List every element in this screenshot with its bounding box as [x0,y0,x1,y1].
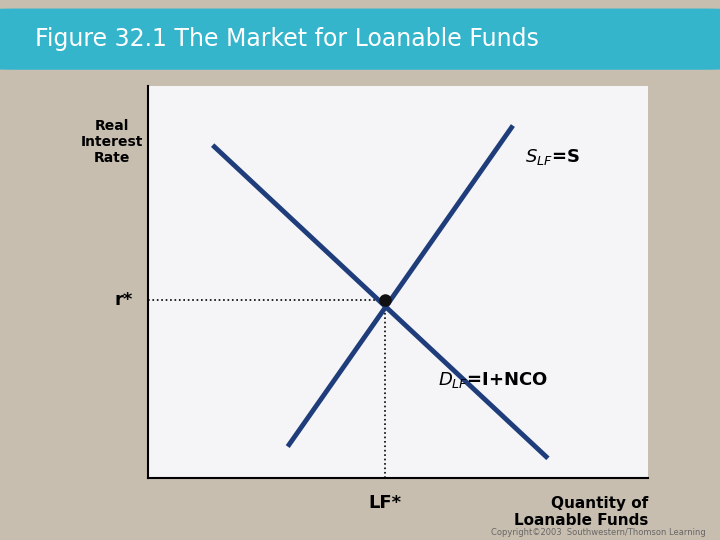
Text: Figure 32.1 The Market for Loanable Funds: Figure 32.1 The Market for Loanable Fund… [35,27,539,51]
Text: Quantity of
Loanable Funds: Quantity of Loanable Funds [513,496,648,528]
Text: Copyright©2003  Southwestern/Thomson Learning: Copyright©2003 Southwestern/Thomson Lear… [491,528,706,537]
FancyBboxPatch shape [0,9,720,70]
Text: r*: r* [114,291,133,309]
Text: $D_{LF}$=I+NCO: $D_{LF}$=I+NCO [438,370,548,390]
Text: $S_{LF}$=S: $S_{LF}$=S [526,147,580,167]
Text: Real
Interest
Rate: Real Interest Rate [81,119,143,165]
Text: LF*: LF* [369,494,402,512]
